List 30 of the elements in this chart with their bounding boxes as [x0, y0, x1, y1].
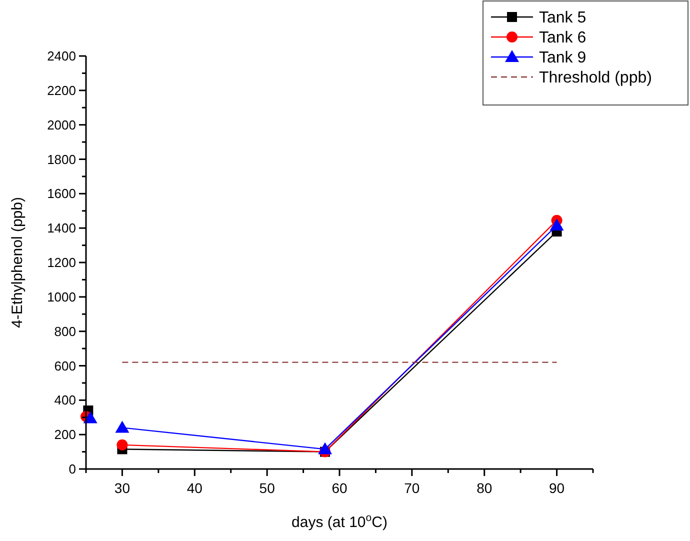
legend-label: Tank 9: [539, 50, 586, 66]
x-tick-label: 50: [259, 480, 276, 496]
legend-label: Tank 6: [539, 30, 586, 46]
y-tick-label: 0: [68, 462, 76, 476]
y-axis-title: 4-Ethylphenol (ppb): [9, 197, 26, 328]
y-tick-label: 2400: [47, 48, 76, 64]
x-tick-label: 40: [186, 480, 203, 496]
x-tick-label: 60: [332, 480, 348, 496]
x-tick-label: 30: [114, 480, 130, 496]
legend-label: Threshold (ppb): [539, 70, 652, 86]
y-tick-label: 1000: [47, 289, 76, 304]
y-tick-label: 800: [54, 324, 76, 339]
x-axis-title: days (at 10$^{o}$C): [292, 512, 388, 531]
point: [318, 442, 332, 454]
y-tick-label: 2000: [47, 117, 76, 132]
x-tick-label: 90: [548, 480, 565, 496]
y-tick-label: 1400: [47, 220, 76, 236]
y-tick-label: 1600: [47, 186, 76, 202]
point: [550, 218, 564, 230]
y-tick-label: 1800: [47, 152, 76, 167]
point: [115, 420, 130, 433]
y-tick-label: 200: [54, 427, 76, 442]
x-tick-label: 70: [404, 480, 420, 496]
y-tick-label: 2200: [47, 82, 76, 98]
y-tick-label: 600: [54, 358, 76, 374]
legend-label: Tank 5: [539, 10, 586, 26]
y-tick-label: 1200: [47, 255, 76, 270]
point: [116, 439, 128, 450]
x-tick-label: 80: [476, 480, 492, 496]
y-tick-label: 400: [54, 392, 76, 408]
